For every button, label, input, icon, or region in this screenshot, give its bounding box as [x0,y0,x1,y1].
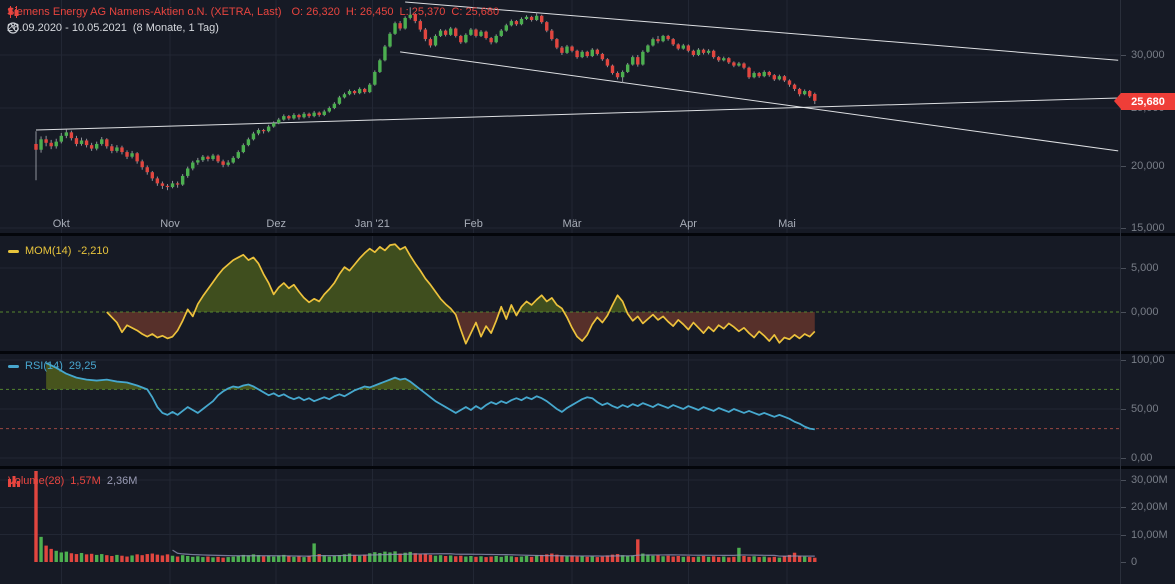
rsi-value: 29,25 [68,360,97,372]
volume-value: 1,57M [70,475,101,487]
trendline[interactable] [400,51,1119,152]
volume-label: Volume(28) [8,475,65,487]
open-value: O: 26,320 [291,6,340,18]
axis-tick-mark [1121,507,1126,508]
axis-tick-mark [1121,268,1126,269]
time-axis-label: Mär [562,218,582,230]
axis-label: 30,00M [1131,474,1168,486]
axis-tick-mark [1121,562,1126,563]
axis-tick-mark [1121,480,1126,481]
mom-series-icon [8,249,19,253]
axis-label: 0 [1131,556,1138,568]
axis-tick-mark [1121,55,1126,56]
time-axis-label: Feb [463,218,483,230]
mom-legend: MOM(14) -2,210 [8,245,109,257]
time-axis-label: Apr [679,218,697,230]
rsi-series-icon [8,364,19,368]
axis-tick-mark [1121,458,1126,459]
rsi-label: RSI(14) [25,360,63,372]
trendline[interactable] [405,1,1119,61]
low-value: L: 25,370 [399,6,446,18]
mom-value: -2,210 [77,245,109,257]
time-axis-label: Jan '21 [354,218,390,230]
main-chart-legend: Siemens Energy AG Namens-Aktien o.N. (XE… [7,6,499,18]
last-price-value: 25,680 [1131,95,1165,108]
axis-label: 0,000 [1131,306,1159,318]
axis-label: 100,00 [1131,354,1165,366]
volume-legend: Volume(28) 1,57M 2,36M [8,475,137,487]
date-range-row: 28.09.2020 - 10.05.2021 (8 Monate, 1 Tag… [7,22,219,34]
axis-label: 50,00 [1131,403,1159,415]
clock-icon [7,22,19,34]
panel-separator[interactable] [0,466,1175,469]
panel-separator[interactable] [0,233,1175,236]
rsi-chart[interactable] [0,354,1121,466]
panel-separator[interactable] [0,351,1175,354]
instrument-title: Siemens Energy AG Namens-Aktien o.N. (XE… [7,6,282,18]
time-axis-label: Okt [52,218,70,230]
axis-tick-mark [1121,360,1126,361]
momentum-chart[interactable] [0,236,1121,351]
axis-label: 20,00M [1131,501,1168,513]
price-axis[interactable]: 30,00025,00020,00015,0005,0000,000100,00… [1114,0,1175,584]
time-axis-label: Dez [266,218,286,230]
axis-tick-mark [1121,312,1126,313]
axis-label: 20,000 [1131,160,1165,172]
main-price-chart[interactable] [0,0,1121,233]
volume-series-icon [8,475,20,487]
axis-label: 15,000 [1131,222,1165,234]
time-axis-label: Mai [778,218,796,230]
mom-label: MOM(14) [25,245,72,257]
axis-tick-mark [1121,409,1126,410]
time-axis-label: Nov [160,218,180,230]
high-value: H: 26,450 [345,6,394,18]
range-span: (8 Monate, 1 Tag) [132,22,219,34]
axis-label: 10,00M [1131,529,1168,541]
rsi-legend: RSI(14) 29,25 [8,360,96,372]
axis-label: 0,00 [1131,452,1153,464]
axis-label: 5,000 [1131,262,1159,274]
close-value: C: 25,680 [451,6,500,18]
trendline[interactable] [35,97,1119,131]
axis-tick-mark [1121,535,1126,536]
axis-tick-mark [1121,166,1126,167]
axis-tick-mark [1121,228,1126,229]
last-price-tag: 25,680 [1114,93,1175,110]
candlestick-series-icon [8,6,19,18]
volume-ma-value: 2,36M [106,475,138,487]
volume-chart[interactable] [0,469,1121,584]
date-range: 28.09.2020 - 10.05.2021 [7,22,127,34]
axis-label: 30,000 [1131,49,1165,61]
